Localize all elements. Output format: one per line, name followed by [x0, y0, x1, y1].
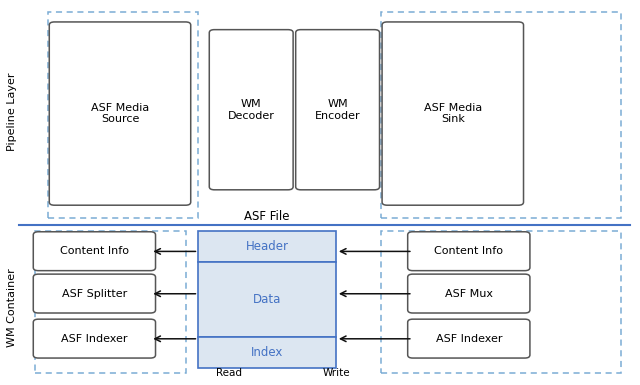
FancyBboxPatch shape	[408, 232, 530, 271]
Bar	[198, 231, 336, 262]
FancyBboxPatch shape	[209, 30, 293, 190]
Text: Index: Index	[251, 346, 284, 359]
Text: WM Container: WM Container	[6, 269, 17, 347]
Text: Data: Data	[253, 293, 282, 306]
Text: Content Info: Content Info	[435, 246, 503, 256]
Text: ASF Media
Sink: ASF Media Sink	[424, 103, 482, 124]
Bar	[198, 337, 336, 368]
Text: Pipeline Layer: Pipeline Layer	[6, 72, 17, 151]
FancyBboxPatch shape	[33, 319, 156, 358]
Text: Read: Read	[216, 368, 242, 378]
Text: Header: Header	[246, 240, 289, 253]
Text: ASF Indexer: ASF Indexer	[61, 334, 127, 343]
Text: WM
Decoder: WM Decoder	[228, 99, 275, 121]
FancyBboxPatch shape	[33, 232, 156, 271]
Bar	[198, 262, 336, 337]
Text: ASF Indexer: ASF Indexer	[436, 334, 502, 343]
FancyBboxPatch shape	[49, 22, 191, 205]
Bar	[35, 231, 186, 373]
Text: ASF Media
Source: ASF Media Source	[91, 103, 149, 124]
Bar	[48, 12, 198, 218]
Text: ASF Mux: ASF Mux	[445, 289, 493, 298]
Text: ASF File: ASF File	[244, 209, 290, 223]
FancyBboxPatch shape	[33, 274, 156, 313]
Text: WM
Encoder: WM Encoder	[315, 99, 360, 121]
FancyBboxPatch shape	[382, 22, 524, 205]
FancyBboxPatch shape	[408, 319, 530, 358]
FancyBboxPatch shape	[408, 274, 530, 313]
FancyBboxPatch shape	[296, 30, 380, 190]
Text: Write: Write	[322, 368, 350, 378]
Text: ASF Splitter: ASF Splitter	[62, 289, 127, 298]
Text: Content Info: Content Info	[60, 246, 129, 256]
Bar	[381, 12, 621, 218]
Bar	[381, 231, 621, 373]
